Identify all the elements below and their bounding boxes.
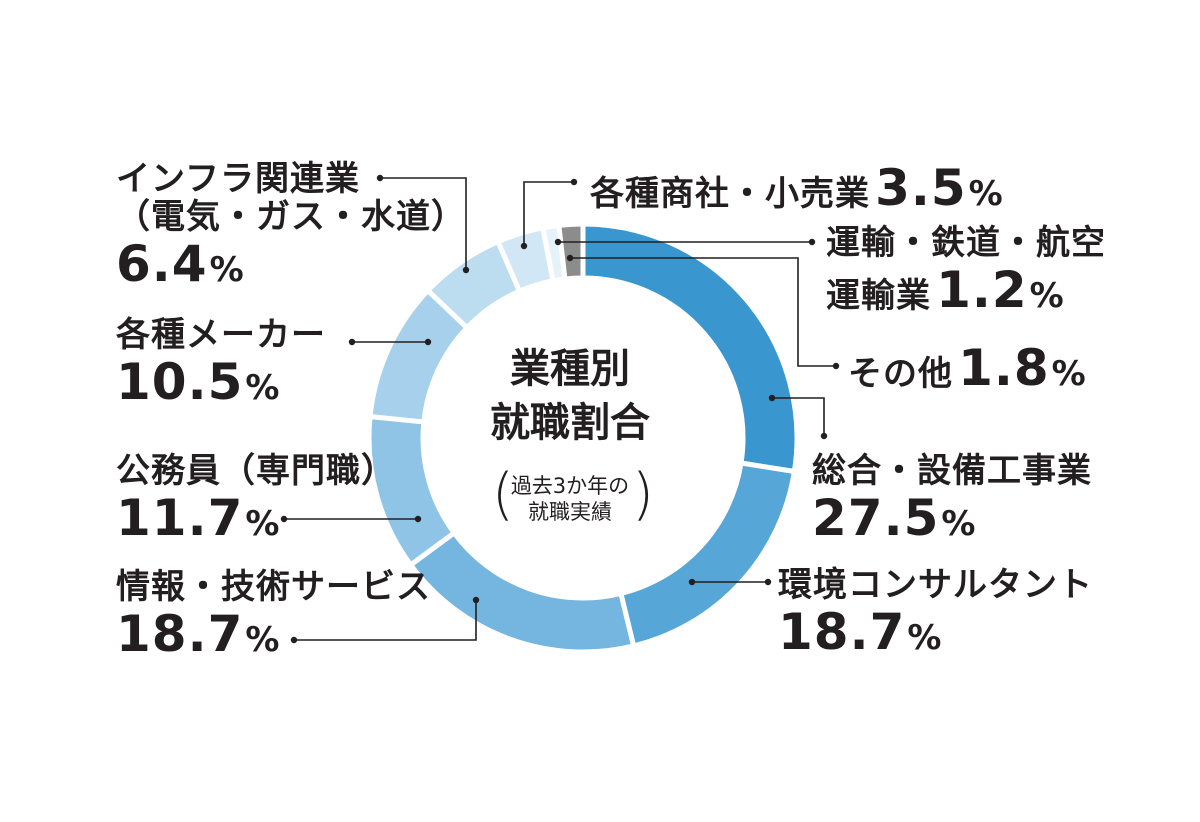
label-transport-name-line2: 運輸業 <box>826 276 931 317</box>
leader-infra-dot-1 <box>462 266 470 274</box>
label-civil-unit: % <box>245 504 280 545</box>
label-trading-unit: % <box>968 174 1003 214</box>
leader-construction-dot-1 <box>768 394 776 402</box>
leader-it-dot-1 <box>472 596 480 604</box>
leader-it-dot-0 <box>290 636 298 644</box>
chart-subtitle-line2: 就職実績 <box>528 499 612 524</box>
slice-2 <box>407 529 637 655</box>
label-civil-name: 公務員（専門職） <box>116 451 396 491</box>
leader-civil-dot-0 <box>280 515 288 523</box>
leader-other-dot-0 <box>832 362 840 370</box>
slice-8 <box>556 221 586 282</box>
label-maker-name: 各種メーカー <box>116 315 326 355</box>
chart-title-line1: 業種別 <box>510 346 630 392</box>
chart-title-line2: 就職割合 <box>490 400 650 446</box>
label-infra-value: 6.4 <box>116 235 208 294</box>
label-maker-value: 10.5 <box>116 353 244 412</box>
label-maker: 各種メーカー 10.5% <box>116 316 326 410</box>
label-trading-value: 3.5 <box>875 159 967 217</box>
label-construction-name: 総合・設備工事業 <box>812 451 1092 491</box>
right-paren: ) <box>632 462 654 527</box>
leader-infra-dot-0 <box>376 174 384 182</box>
chart-subtitle: 過去3か年の 就職実績 <box>505 474 635 525</box>
leader-transport-dot-1 <box>554 238 562 246</box>
label-trading: 各種商社・小売業 3.5% <box>590 160 1003 216</box>
leader-construction <box>772 397 825 436</box>
label-infra-unit: % <box>209 250 244 291</box>
label-construction-value: 27.5 <box>812 489 940 548</box>
leader-environment-dot-0 <box>764 578 772 586</box>
leader-lines <box>280 174 840 644</box>
label-environment-unit: % <box>907 618 942 659</box>
label-it-value: 18.7 <box>116 605 244 664</box>
label-infra-name-line2: （電気・ガス・水道） <box>116 197 466 238</box>
leader-maker-dot-1 <box>424 338 432 346</box>
label-other-unit: % <box>1051 354 1086 394</box>
label-maker-unit: % <box>245 368 280 409</box>
leader-infra <box>380 177 467 270</box>
leader-environment-dot-1 <box>688 578 696 586</box>
label-civil-value: 11.7 <box>116 489 244 548</box>
label-construction: 総合・設備工事業 27.5% <box>812 452 1092 546</box>
leader-other-dot-1 <box>566 254 574 262</box>
label-transport-unit: % <box>1029 276 1064 317</box>
leader-maker-dot-0 <box>348 338 356 346</box>
label-it-unit: % <box>245 620 280 661</box>
label-environment-value: 18.7 <box>778 603 906 662</box>
leader-trading-dot-1 <box>520 242 528 250</box>
label-environment: 環境コンサルタント 18.7% <box>778 566 1093 660</box>
label-transport: 運輸・鉄道・航空 運輸業 1.2% <box>826 224 1106 318</box>
label-transport-name-line1: 運輸・鉄道・航空 <box>826 223 1106 263</box>
label-it-name: 情報・技術サービス <box>116 567 431 607</box>
left-paren: ( <box>492 462 514 527</box>
leader-transport-dot-0 <box>808 238 816 246</box>
label-transport-value: 1.2 <box>936 261 1028 320</box>
label-other-value: 1.8 <box>958 339 1050 397</box>
leader-it <box>294 600 477 641</box>
label-construction-unit: % <box>941 504 976 545</box>
label-infra-name-line1: インフラ関連業 <box>116 159 360 199</box>
chart-subtitle-line1: 過去3か年の <box>510 474 630 498</box>
leader-other <box>570 257 836 367</box>
label-civil: 公務員（専門職） 11.7% <box>116 452 396 546</box>
label-environment-name: 環境コンサルタント <box>778 565 1093 605</box>
leader-trading <box>523 181 574 246</box>
label-infra: インフラ関連業 （電気・ガス・水道） 6.4% <box>116 160 466 292</box>
label-trading-name: 各種商社・小売業 <box>590 174 870 214</box>
label-other: その他 1.8% <box>848 340 1086 396</box>
label-it: 情報・技術サービス 18.7% <box>116 568 431 662</box>
leader-construction-dot-0 <box>820 432 828 440</box>
leader-trading-dot-0 <box>570 178 578 186</box>
leader-civil-dot-1 <box>414 515 422 523</box>
donut-slices <box>366 221 800 655</box>
label-other-name: その他 <box>848 354 953 394</box>
